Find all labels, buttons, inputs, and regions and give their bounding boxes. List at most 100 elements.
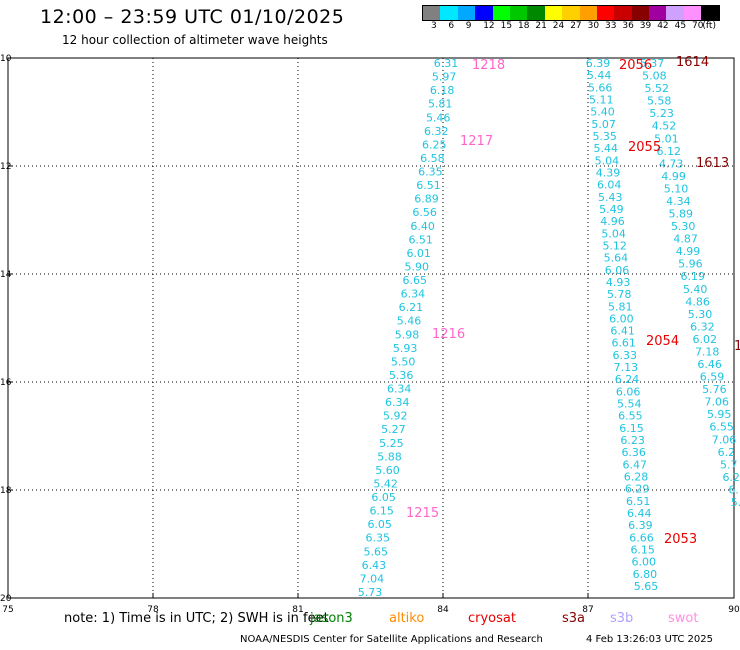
wave-height-label: 6.18 bbox=[430, 84, 455, 97]
wave-height-label: 6.58 bbox=[420, 152, 445, 165]
wave-height-label: 6.59 bbox=[700, 371, 725, 384]
lat-label: 10 bbox=[0, 54, 12, 64]
wave-height-label: 6. bbox=[728, 484, 739, 497]
satellite-legend-jason3: jason3 bbox=[310, 611, 353, 626]
wave-height-label: 6.25 bbox=[422, 138, 447, 151]
wave-height-label: 6.51 bbox=[408, 233, 433, 246]
colorbar-label: 39 bbox=[639, 21, 652, 31]
wave-height-label: 5.30 bbox=[688, 308, 713, 321]
pass-number-label: 2055 bbox=[628, 140, 661, 155]
wave-height-label: 5.97 bbox=[432, 71, 457, 84]
wave-height-label: 4.34 bbox=[666, 195, 691, 208]
map-grid bbox=[7, 57, 735, 599]
wave-height-label: 5.36 bbox=[389, 369, 414, 382]
colorbar-label: 33 bbox=[605, 21, 617, 31]
wave-height-label: 4.99 bbox=[661, 170, 686, 183]
wave-height-label: 5.35 bbox=[592, 130, 617, 143]
wave-height-label: 5.11 bbox=[589, 94, 614, 107]
satellite-legend-cryosat: cryosat bbox=[468, 611, 516, 626]
wave-height-label: 5.81 bbox=[608, 300, 633, 313]
wave-height-label: 6.05 bbox=[371, 491, 396, 504]
wave-height-label: 5.43 bbox=[598, 191, 623, 204]
wave-height-label: 6.15 bbox=[619, 422, 644, 435]
wave-height-label: 6.31 bbox=[434, 57, 459, 70]
wave-height-label: 5.98 bbox=[395, 328, 420, 341]
wave-height-label: 6.2 bbox=[718, 446, 736, 459]
colorbar-label: 36 bbox=[622, 21, 634, 31]
wave-height-label: 6.35 bbox=[418, 166, 443, 179]
colorbar-swatch bbox=[440, 6, 458, 20]
wave-height-label: 5.37 bbox=[640, 57, 665, 70]
colorbar-swatch bbox=[666, 6, 684, 20]
wave-height-label: 5.49 bbox=[599, 203, 624, 216]
colorbar-swatch bbox=[457, 6, 476, 20]
wave-height-label: 6.39 bbox=[586, 57, 611, 70]
pass-number-label: 1614 bbox=[676, 55, 709, 70]
wave-height-label: 4.99 bbox=[676, 245, 701, 258]
wave-height-label: 5.44 bbox=[587, 69, 612, 82]
colorbar-label: 27 bbox=[570, 21, 582, 31]
colorbar-label: 15 bbox=[500, 21, 513, 31]
colorbar-swatch bbox=[423, 6, 441, 20]
wave-height-label: 4.87 bbox=[673, 233, 698, 246]
colorbar-swatch bbox=[649, 6, 667, 20]
wave-height-label: 5. bbox=[731, 496, 740, 509]
colorbar-label: 3 bbox=[431, 21, 437, 31]
wave-height-label: 5.30 bbox=[671, 220, 696, 233]
wave-height-label: 6.05 bbox=[367, 518, 392, 531]
wave-height-label: 5.89 bbox=[669, 208, 694, 221]
colorbar-swatch bbox=[596, 6, 615, 20]
satellite-legend-altiko: altiko bbox=[389, 611, 425, 626]
wave-height-label: 5.25 bbox=[379, 437, 404, 450]
wave-height-label: 5.12 bbox=[602, 239, 627, 252]
map-frame bbox=[7, 57, 735, 599]
satellite-tracks: 6.315.976.185.815.466.326.256.586.356.51… bbox=[358, 57, 740, 599]
colorbar-label: 24 bbox=[552, 21, 565, 31]
colorbar-label: 45 bbox=[674, 21, 687, 31]
colorbar-swatch bbox=[544, 6, 563, 20]
colorbar-swatch bbox=[701, 6, 719, 20]
wave-height-label: 4.93 bbox=[606, 276, 631, 289]
wave-height-label: 6.65 bbox=[403, 274, 428, 287]
pass-number-label: 2054 bbox=[646, 334, 679, 349]
wave-height-label: 5.27 bbox=[381, 423, 406, 436]
wave-height-label: 6.66 bbox=[629, 531, 654, 544]
pass-number-label: 1 bbox=[734, 339, 740, 354]
wave-height-label: 6.32 bbox=[424, 125, 449, 138]
satellite-legend-s3a: s3a bbox=[562, 611, 586, 626]
wave-height-label: 6.34 bbox=[387, 383, 412, 396]
wave-height-label: 6.43 bbox=[362, 559, 387, 572]
colorbar-swatch bbox=[509, 6, 528, 20]
wave-height-label: 5.66 bbox=[588, 81, 613, 94]
wave-height-label: 5.58 bbox=[647, 95, 672, 108]
wave-height-label: 4.39 bbox=[596, 167, 621, 180]
wave-height-label: 6.89 bbox=[414, 193, 439, 206]
wave-height-label: 5.88 bbox=[377, 450, 402, 463]
lat-label: 16 bbox=[0, 378, 12, 388]
wave-height-label: 6.00 bbox=[632, 556, 657, 569]
wave-height-label: 5.40 bbox=[683, 283, 708, 296]
wave-height-label: 5.44 bbox=[594, 142, 619, 155]
pass-labels: 1218 1217 1216 1215 2056 2055 2054 2053 1614 1613… bbox=[406, 55, 740, 547]
wave-height-label: 6.61 bbox=[611, 337, 636, 350]
wave-height-label: 6.51 bbox=[626, 495, 651, 508]
pass-number-label: 2053 bbox=[664, 532, 697, 547]
pass-number-label: 1218 bbox=[472, 58, 505, 73]
lon-label: 87 bbox=[582, 605, 593, 615]
wave-height-label: 5.76 bbox=[702, 383, 727, 396]
wave-height-label: 6.00 bbox=[609, 312, 634, 325]
satellite-legend-swot: swot bbox=[668, 611, 699, 626]
wave-height-label: 6.33 bbox=[613, 349, 638, 362]
wave-height-label: 5.04 bbox=[601, 227, 626, 240]
colorbar-swatch bbox=[562, 6, 580, 20]
wave-height-label: 6.56 bbox=[412, 206, 437, 219]
colorbar-label: 70 bbox=[692, 21, 704, 31]
wave-height-label: 6.39 bbox=[628, 519, 653, 532]
track-3: 5.375.085.525.585.234.525.016.124.734.99… bbox=[640, 57, 740, 509]
track-2: 6.395.445.665.115.405.075.355.445.044.39… bbox=[586, 57, 659, 593]
wave-height-label: 5.90 bbox=[405, 261, 430, 274]
wave-height-label: 5.65 bbox=[634, 580, 659, 593]
colorbar-label: 6 bbox=[448, 21, 455, 31]
